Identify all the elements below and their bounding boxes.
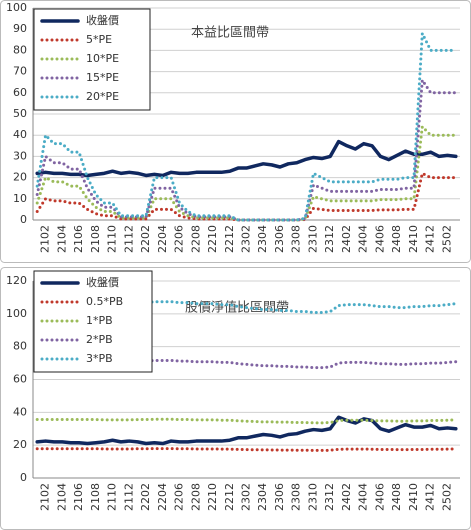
x-tick-label: 2308 (290, 483, 303, 511)
x-tick-label: 2104 (55, 483, 68, 511)
series-line (35, 415, 458, 446)
x-tick-label: 2208 (189, 483, 202, 511)
x-tick-label: 2112 (122, 483, 135, 511)
x-tick-label: 2310 (306, 225, 319, 253)
y-tick-label: 70 (13, 65, 27, 78)
x-tick-label: 2302 (240, 225, 253, 253)
x-tick-label: 2206 (173, 483, 186, 511)
x-tick-label: 2306 (273, 483, 286, 511)
legend-label: 1*PB (86, 314, 113, 327)
y-tick-label: 20 (13, 438, 27, 451)
x-tick-label: 2212 (223, 483, 236, 511)
x-tick-label: 2406 (373, 225, 386, 253)
y-tick-label: 80 (13, 340, 27, 353)
legend-label: 3*PB (86, 352, 113, 365)
x-tick-label: 2210 (206, 225, 219, 253)
y-tick-label: 0 (20, 471, 27, 484)
x-tick-label: 2408 (390, 483, 403, 511)
x-tick-label: 2310 (306, 483, 319, 511)
x-tick-label: 2410 (407, 225, 420, 253)
y-tick-label: 90 (13, 22, 27, 35)
y-tick-label: 20 (13, 171, 27, 184)
x-tick-label: 2102 (39, 483, 52, 511)
x-tick-label: 2104 (55, 225, 68, 253)
legend-box (33, 270, 153, 373)
x-tick-label: 2304 (256, 483, 269, 511)
series-line (35, 171, 458, 222)
x-tick-label: 2202 (139, 225, 152, 253)
x-tick-label: 2302 (240, 483, 253, 511)
x-tick-label: 2408 (390, 225, 403, 253)
x-tick-label: 2304 (256, 225, 269, 253)
legend-label: 0.5*PB (86, 295, 123, 308)
x-tick-label: 2402 (340, 483, 353, 511)
x-tick-label: 2106 (72, 225, 85, 253)
x-tick-label: 2212 (223, 225, 236, 253)
y-tick-label: 40 (13, 128, 27, 141)
x-tick-label: 2412 (424, 225, 437, 253)
legend-label: 15*PE (86, 71, 119, 84)
y-tick-label: 50 (13, 107, 27, 120)
x-tick-label: 2404 (357, 483, 370, 511)
series-line (35, 447, 458, 452)
legend-label: 收盤價 (86, 275, 119, 289)
y-tick-label: 10 (13, 192, 27, 205)
x-tick-label: 2206 (173, 225, 186, 253)
x-tick-label: 2210 (206, 483, 219, 511)
y-tick-label: 120 (6, 274, 27, 287)
y-tick-label: 30 (13, 149, 27, 162)
series-line (35, 31, 458, 222)
legend-label: 2*PB (86, 333, 113, 346)
series-line (35, 417, 458, 425)
x-tick-label: 2404 (357, 225, 370, 253)
x-tick-label: 2102 (39, 225, 52, 253)
legend-label: 5*PE (86, 33, 112, 46)
x-tick-label: 2112 (122, 225, 135, 253)
x-tick-label: 2106 (72, 483, 85, 511)
x-tick-label: 2308 (290, 225, 303, 253)
x-tick-label: 2204 (156, 483, 169, 511)
x-tick-label: 2202 (139, 483, 152, 511)
x-tick-label: 2502 (440, 225, 453, 253)
x-tick-label: 2410 (407, 483, 420, 511)
x-tick-label: 2412 (424, 483, 437, 511)
chart-title: 本益比區間帶 (191, 26, 269, 41)
y-tick-label: 80 (13, 43, 27, 56)
y-tick-label: 60 (13, 86, 27, 99)
x-tick-label: 2312 (323, 483, 336, 511)
y-tick-label: 40 (13, 405, 27, 418)
x-tick-label: 2204 (156, 225, 169, 253)
x-tick-label: 2108 (89, 483, 102, 511)
y-tick-label: 100 (6, 1, 27, 14)
x-tick-label: 2108 (89, 225, 102, 253)
x-tick-label: 2312 (323, 225, 336, 253)
y-tick-label: 100 (6, 307, 27, 320)
legend-label: 收盤價 (86, 13, 119, 27)
x-tick-label: 2306 (273, 225, 286, 253)
y-tick-label: 60 (13, 373, 27, 386)
x-tick-label: 2110 (106, 225, 119, 253)
legend-label: 10*PE (86, 52, 119, 65)
legend-label: 20*PE (86, 90, 119, 103)
x-tick-label: 2502 (440, 483, 453, 511)
x-tick-label: 2110 (106, 483, 119, 511)
y-tick-label: 0 (20, 213, 27, 226)
x-tick-label: 2208 (189, 225, 202, 253)
x-tick-label: 2402 (340, 225, 353, 253)
x-tick-label: 2406 (373, 483, 386, 511)
series-line (35, 139, 458, 178)
series-line (35, 78, 458, 222)
